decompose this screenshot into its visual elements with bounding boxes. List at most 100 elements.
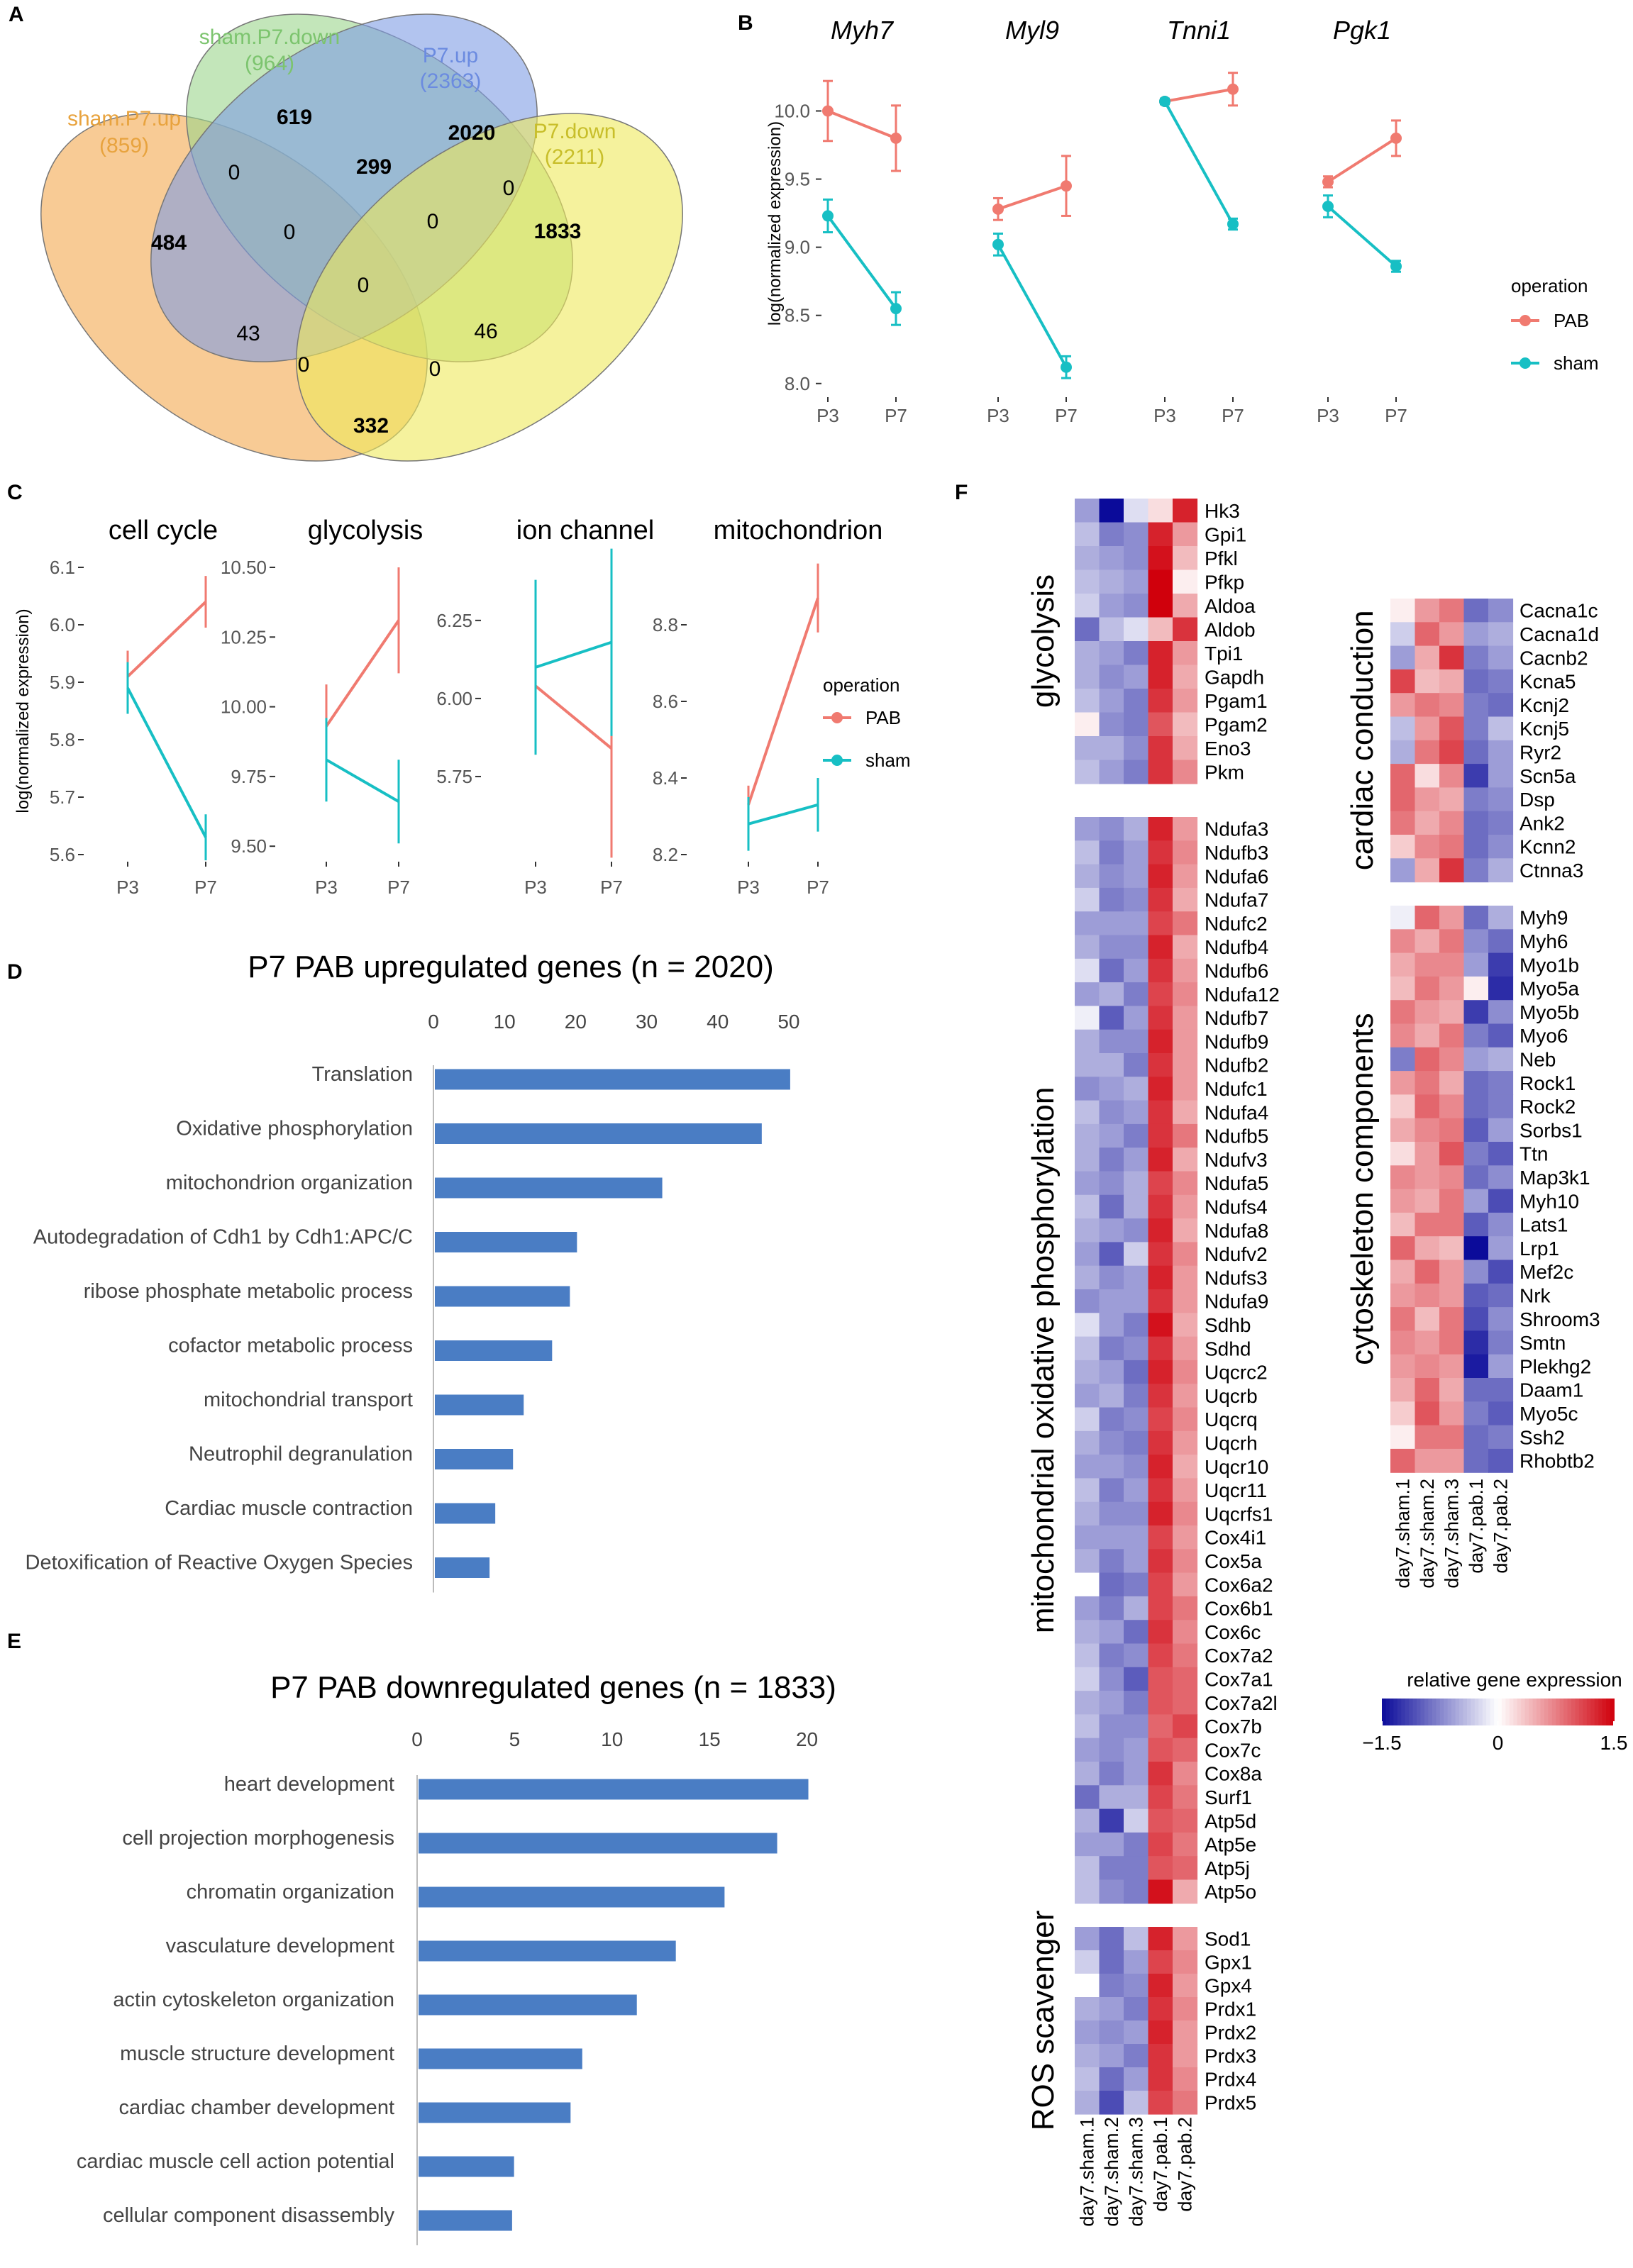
e-xtick-label: 10	[601, 1728, 623, 1750]
f-heat-cell	[1173, 617, 1198, 642]
d-xtick-label: 30	[636, 1011, 658, 1033]
f-heat-cell	[1075, 1596, 1100, 1621]
f-heat-cell	[1099, 499, 1124, 523]
f-legend-gradient-step	[1548, 1699, 1553, 1725]
f-heat-cell	[1439, 1448, 1465, 1473]
f-legend-gradient-step	[1420, 1699, 1425, 1725]
f-heat-cell	[1148, 1194, 1173, 1219]
e-bar	[419, 2210, 512, 2231]
f-heat-cell	[1488, 716, 1514, 741]
b-ytick-label: 10.0	[774, 100, 810, 121]
venn-region-only-p7-down: 1833	[534, 220, 582, 243]
f-heat-cell	[1390, 811, 1416, 835]
f-heat-cell	[1075, 817, 1100, 841]
f-legend-gradient-step	[1417, 1699, 1422, 1725]
f-heat-cell	[1463, 929, 1489, 954]
f-heat-cell	[1075, 1997, 1100, 2021]
f-heat-cell	[1173, 2067, 1198, 2091]
f-heat-cell	[1415, 669, 1440, 694]
f-heat-cell	[1148, 1762, 1173, 1786]
f-heat-cell	[1488, 693, 1514, 718]
f-heat-cell	[1099, 1856, 1124, 1881]
f-heat-cell	[1439, 1142, 1465, 1166]
f-heat-cell	[1099, 1006, 1124, 1030]
venn-set-label-p7-down: P7.down	[533, 120, 616, 143]
e-category-label: cardiac chamber development	[119, 2096, 394, 2119]
f-heat-cell	[1173, 1455, 1198, 1479]
f-group-label: ROS scavenger	[1026, 1911, 1061, 2131]
f-heat-cell	[1099, 546, 1124, 571]
f-legend-gradient-step	[1455, 1699, 1460, 1725]
f-heat-cell	[1075, 1549, 1100, 1574]
f-heat-cell	[1124, 1997, 1149, 2021]
b-facet-title: Tnni1	[1167, 16, 1231, 45]
d-bar	[435, 1069, 790, 1090]
f-heat-cell	[1124, 1289, 1149, 1313]
f-legend-gradient-step	[1586, 1699, 1592, 1725]
f-heat-cell	[1148, 1879, 1173, 1904]
f-gene-label: Ndufb9	[1205, 1030, 1268, 1052]
f-legend-gradient-step	[1590, 1699, 1595, 1725]
f-heat-cell	[1124, 1832, 1149, 1857]
f-legend-tick-label: 0	[1493, 1732, 1504, 1754]
f-gene-label: Uqcrc2	[1205, 1362, 1268, 1384]
f-heat-cell	[1415, 1142, 1440, 1166]
f-heat-cell	[1488, 1307, 1514, 1331]
f-heat-cell	[1099, 1384, 1124, 1408]
f-heat-cell	[1075, 1762, 1100, 1786]
f-heat-cell	[1390, 1307, 1416, 1331]
f-heat-cell	[1173, 1265, 1198, 1290]
f-legend-gradient-step	[1490, 1699, 1495, 1725]
f-heat-cell	[1488, 669, 1514, 694]
f-heat-cell	[1099, 1053, 1124, 1077]
f-heat-cell	[1075, 617, 1100, 642]
f-heat-cell	[1173, 1572, 1198, 1597]
f-heat-cell	[1173, 887, 1198, 912]
f-heat-cell	[1488, 787, 1514, 812]
f-heat-cell	[1390, 1118, 1416, 1143]
f-heat-cell	[1488, 1448, 1514, 1473]
f-heat-cell	[1075, 594, 1100, 618]
b-point-sham	[1322, 200, 1334, 212]
venn-region-shamup-p7up-p7down: 0	[298, 353, 310, 377]
f-heat-cell	[1439, 1283, 1465, 1308]
venn-region-shamup-shamdown: 0	[228, 161, 240, 184]
f-legend-gradient-step	[1532, 1699, 1537, 1725]
c-legend-swatch-point	[831, 755, 843, 766]
f-heat-cell	[1148, 1265, 1173, 1290]
c-ylabel: log(normalized expression)	[13, 608, 33, 813]
f-heat-cell	[1415, 764, 1440, 788]
f-heat-cell	[1099, 1879, 1124, 1904]
f-gene-label: Ttn	[1519, 1143, 1548, 1165]
f-heat-cell	[1075, 1808, 1100, 1833]
d-category-label: Cardiac muscle contraction	[165, 1497, 413, 1520]
f-legend-gradient-step	[1405, 1699, 1410, 1725]
f-legend-gradient-step	[1466, 1699, 1472, 1725]
e-bar	[419, 1833, 777, 1854]
f-gene-label: Dsp	[1519, 789, 1555, 811]
b-series-line-sham	[1163, 101, 1234, 225]
b-point-sham	[822, 210, 834, 222]
b-legend-label-sham: sham	[1554, 352, 1599, 374]
f-heat-cell	[1099, 887, 1124, 912]
f-heat-cell	[1415, 1071, 1440, 1095]
f-heat-cell	[1415, 929, 1440, 954]
e-bar	[419, 1940, 676, 1962]
f-heat-cell	[1148, 522, 1173, 547]
f-heat-cell	[1463, 1118, 1489, 1143]
f-heat-cell	[1390, 1378, 1416, 1402]
f-gene-label: Ndufv2	[1205, 1243, 1268, 1265]
panel-c-category-expression-lines: log(normalized expression) cell cycle 5.6 5…	[13, 516, 911, 898]
f-heat-cell	[1415, 1378, 1440, 1402]
b-facet-title: Pgk1	[1333, 16, 1391, 45]
f-heat-cell	[1390, 1330, 1416, 1355]
f-heat-cell	[1173, 1242, 1198, 1267]
f-heat-cell	[1075, 2044, 1100, 2068]
f-heat-cell	[1075, 569, 1100, 594]
c-facet-title: ion channel	[516, 516, 654, 545]
f-heat-cell	[1099, 1596, 1124, 1621]
d-category-label: Oxidative phosphorylation	[176, 1118, 413, 1140]
f-legend-gradient-step	[1498, 1699, 1502, 1725]
d-category-label: mitochondrion organization	[166, 1172, 413, 1194]
